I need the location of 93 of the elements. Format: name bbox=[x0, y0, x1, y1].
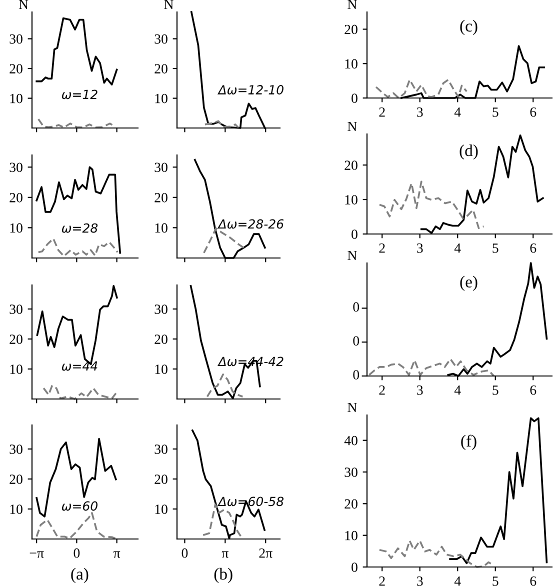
y-tick-label: 10 bbox=[345, 530, 358, 540]
y-tick-label: 30 bbox=[10, 34, 22, 44]
x-tick-label: 5 bbox=[492, 386, 498, 395]
x-tick-label: π bbox=[114, 551, 120, 558]
annotation: (d) bbox=[460, 144, 478, 160]
x-tick-label: 5 bbox=[492, 576, 498, 586]
annotation: (f) bbox=[461, 434, 476, 450]
y-tick-label: 10 bbox=[155, 94, 168, 104]
y-tick-label: 20 bbox=[344, 499, 358, 509]
y-tick-label: 0 bbox=[352, 230, 358, 239]
x-tick-label: 4 bbox=[454, 108, 461, 117]
x-tick-label: 6 bbox=[530, 243, 536, 253]
y-tick-label: 10 bbox=[10, 223, 22, 233]
annotation: Δω=44-42 bbox=[217, 356, 284, 366]
x-tick-label: π bbox=[222, 551, 228, 558]
y-tick-label: 20 bbox=[10, 474, 22, 484]
y-axis-title: N bbox=[348, 0, 357, 10]
x-tick-label: 5 bbox=[492, 108, 498, 117]
line-series bbox=[206, 373, 244, 398]
x-tick-label: 6 bbox=[530, 576, 536, 586]
y-tick-label: 30 bbox=[10, 304, 22, 314]
y-tick-label: 0 bbox=[352, 562, 358, 572]
annotation: (c) bbox=[460, 20, 478, 36]
y-tick-label: 10 bbox=[10, 364, 22, 374]
x-tick-label: 5 bbox=[492, 244, 498, 253]
line-series bbox=[36, 438, 117, 518]
y-tick-label: 10 bbox=[155, 223, 168, 233]
line-series bbox=[375, 78, 468, 99]
y-axis-title: N bbox=[348, 122, 357, 132]
line-series bbox=[36, 512, 118, 540]
y-tick-label: 30 bbox=[154, 444, 168, 454]
y-tick-label: 30 bbox=[10, 444, 22, 454]
y-tick-label: 30 bbox=[154, 304, 168, 314]
y-tick-label: 20 bbox=[10, 334, 22, 344]
y-tick-label: 40 bbox=[344, 436, 358, 446]
x-tick-label: 3 bbox=[417, 107, 423, 117]
y-axis-title: N bbox=[18, 0, 28, 10]
x-tick-label: 3 bbox=[417, 243, 423, 253]
y-tick-label: 30 bbox=[344, 468, 358, 477]
text: (a) bbox=[71, 568, 88, 584]
annotation: ω=12 bbox=[62, 90, 98, 100]
line-series bbox=[37, 238, 118, 258]
y-axis-title: N bbox=[348, 250, 357, 260]
y-tick-label: 10 bbox=[10, 504, 22, 514]
y-tick-label: 30 bbox=[154, 162, 168, 172]
x-tick-label: 0 bbox=[74, 548, 80, 558]
line-series bbox=[42, 384, 117, 400]
line-series bbox=[204, 120, 240, 129]
y-tick-label: 20 bbox=[344, 160, 358, 170]
x-tick-label: 3 bbox=[417, 385, 423, 395]
line-series bbox=[36, 166, 122, 254]
x-tick-label: 6 bbox=[530, 385, 536, 395]
y-tick-label: 30 bbox=[10, 162, 22, 172]
x-tick-label: 4 bbox=[454, 386, 461, 395]
y-tick-label: 20 bbox=[154, 334, 168, 344]
y-axis-title: N bbox=[348, 402, 357, 412]
x-tick-label: 2 bbox=[379, 385, 385, 395]
annotation: ω=60 bbox=[62, 501, 98, 511]
annotation: Δω=12-10 bbox=[217, 85, 284, 95]
x-tick-label: 0 bbox=[182, 548, 188, 558]
annotation: Δω=60-58 bbox=[217, 496, 284, 506]
annotation: (e) bbox=[460, 276, 478, 291]
y-tick-label: 10 bbox=[345, 195, 358, 204]
y-tick-label: 20 bbox=[10, 192, 22, 202]
y-tick-label: 20 bbox=[10, 64, 22, 74]
y-tick-label: 0 bbox=[352, 94, 358, 103]
x-tick-label: 2π bbox=[259, 548, 272, 558]
line-series bbox=[36, 17, 118, 86]
line-series bbox=[378, 180, 485, 230]
y-tick-label: 10 bbox=[345, 59, 358, 69]
y-tick-label: 20 bbox=[154, 192, 168, 202]
annotation: ω=44 bbox=[62, 361, 98, 371]
x-tick-label: −π bbox=[30, 551, 44, 558]
text: (b) bbox=[214, 568, 232, 584]
x-tick-label: 4 bbox=[454, 576, 461, 586]
y-tick-label: 20 bbox=[154, 64, 168, 74]
y-tick-label: 20 bbox=[154, 474, 168, 484]
y-tick-label: 30 bbox=[154, 34, 168, 44]
x-tick-label: 2 bbox=[379, 576, 385, 586]
y-tick-label: 10 bbox=[155, 504, 168, 514]
y-tick-label: 10 bbox=[10, 94, 22, 104]
x-tick-label: 4 bbox=[454, 244, 461, 253]
x-tick-label: 2 bbox=[379, 243, 385, 253]
y-axis-title: N bbox=[164, 0, 174, 10]
y-tick-label: 10 bbox=[155, 364, 168, 374]
x-tick-label: 2 bbox=[379, 107, 385, 117]
line-series bbox=[203, 227, 245, 254]
line-series bbox=[449, 417, 548, 564]
x-tick-label: 3 bbox=[417, 576, 423, 586]
x-tick-label: 6 bbox=[530, 107, 536, 117]
annotation: ω=28 bbox=[62, 223, 98, 233]
annotation: Δω=28-26 bbox=[217, 219, 284, 229]
y-tick-label: 20 bbox=[344, 24, 358, 34]
